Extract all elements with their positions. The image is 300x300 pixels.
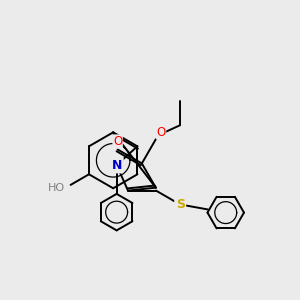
Text: O: O (156, 126, 166, 139)
Text: S: S (176, 198, 185, 211)
Text: O: O (113, 135, 122, 148)
Text: N: N (111, 158, 122, 172)
Text: HO: HO (47, 182, 64, 193)
